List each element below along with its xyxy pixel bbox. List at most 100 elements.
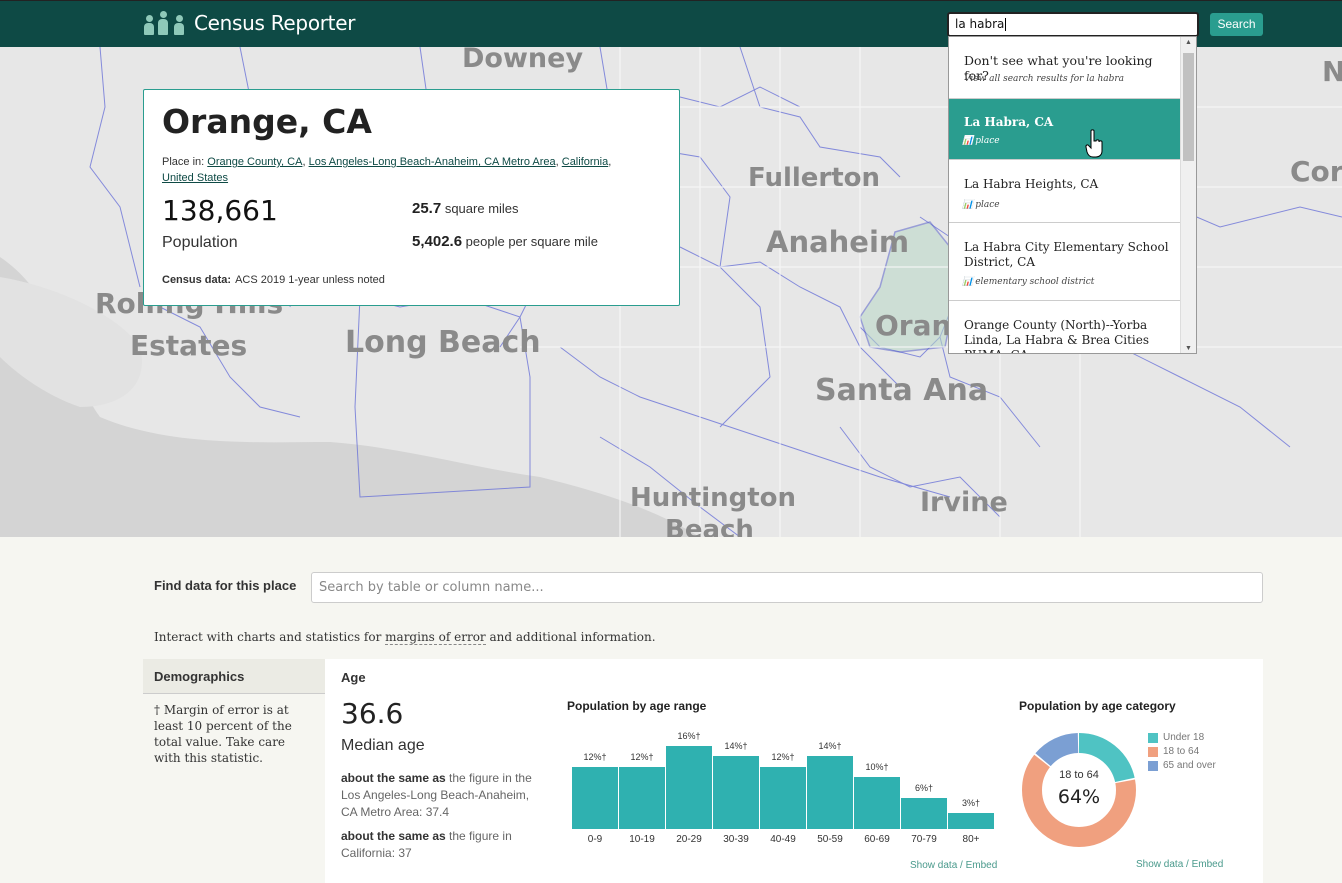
bar-value-label: 12%† bbox=[771, 751, 795, 762]
bar-chart-icon: 📊 bbox=[962, 136, 974, 146]
legend-label: 65 and over bbox=[1163, 760, 1216, 771]
bar-chart-icon: 📊 bbox=[962, 277, 974, 287]
result-type: 📊 place bbox=[962, 136, 1000, 146]
place-in-prefix: Place in: bbox=[162, 156, 205, 168]
map-label-estates: Estates bbox=[130, 329, 248, 362]
top-nav: Census Reporter la habra Search bbox=[0, 0, 1342, 47]
bar-value-label: 14%† bbox=[724, 741, 748, 752]
embed-link[interactable]: Embed bbox=[1191, 859, 1224, 870]
interact-note: Interact with charts and statistics for … bbox=[154, 630, 656, 645]
table-search-input[interactable]: Search by table or column name... bbox=[311, 572, 1263, 603]
link-united-states[interactable]: United States bbox=[162, 172, 229, 184]
result-type: 📊 elementary school district bbox=[962, 277, 1094, 287]
interact-after: and additional information. bbox=[485, 630, 656, 644]
age-bar[interactable] bbox=[666, 746, 712, 829]
section-sidebar: Demographics † Margin of error is at lea… bbox=[143, 659, 325, 883]
bar-value-label: 3%† bbox=[961, 798, 980, 809]
show-data-link[interactable]: Show data bbox=[1136, 859, 1184, 870]
donut-slice[interactable] bbox=[1022, 733, 1136, 847]
result-item[interactable]: Orange County (North)--Yorba Linda, La H… bbox=[949, 301, 1181, 353]
link-metro-area[interactable]: Los Angeles-Long Beach-Anaheim, CA Metro… bbox=[308, 156, 556, 168]
age-bar[interactable] bbox=[572, 766, 618, 829]
link-california[interactable]: California bbox=[561, 156, 609, 168]
find-data-label: Find data for this place bbox=[154, 578, 297, 593]
median-age-value: 36.6 bbox=[341, 697, 404, 730]
age-bar[interactable] bbox=[854, 777, 900, 829]
bar-category-label: 60-69 bbox=[864, 834, 890, 845]
legend-label: 18 to 64 bbox=[1163, 746, 1200, 757]
map-label-santa-ana: Santa Ana bbox=[815, 373, 989, 408]
age-bar[interactable] bbox=[713, 756, 759, 829]
result-item[interactable]: La Habra City Elementary School District… bbox=[949, 223, 1181, 301]
age-bar[interactable] bbox=[901, 797, 947, 829]
age-category-footer: Show data / Embed bbox=[1136, 859, 1223, 870]
bar-value-label: 6%† bbox=[914, 782, 933, 793]
search-button[interactable]: Search bbox=[1210, 13, 1263, 36]
map-label-long-beach: Long Beach bbox=[345, 325, 541, 360]
show-data-link[interactable]: Show data bbox=[910, 860, 958, 871]
profile-card: Orange, CA Place in: Orange County, CA, … bbox=[143, 89, 680, 306]
geo-search-input[interactable]: la habra bbox=[947, 12, 1199, 37]
hand-cursor-icon bbox=[1085, 129, 1103, 158]
link-orange-county[interactable]: Orange County, CA bbox=[207, 156, 303, 168]
scrollbar-thumb[interactable] bbox=[1183, 53, 1194, 161]
age-bar[interactable] bbox=[948, 813, 994, 829]
place-title: Orange, CA bbox=[162, 102, 372, 141]
view-all-results[interactable]: Don't see what you're looking for? View … bbox=[949, 37, 1181, 99]
map-label-fullerton: Fullerton bbox=[748, 163, 881, 193]
scroll-down-icon[interactable]: ▼ bbox=[1185, 345, 1192, 352]
brand-name: Census Reporter bbox=[194, 11, 356, 35]
age-range-chart-title: Population by age range bbox=[567, 699, 707, 713]
age-bar[interactable] bbox=[619, 766, 665, 829]
result-item[interactable]: La Habra Heights, CA 📊 place bbox=[949, 160, 1181, 223]
population-value: 138,661 bbox=[162, 194, 278, 227]
dropdown-scrollbar[interactable]: ▲ ▼ bbox=[1180, 37, 1196, 353]
map-label-anaheim: Anaheim bbox=[766, 225, 910, 259]
census-source: Census data: ACS 2019 1-year unless noted bbox=[162, 274, 385, 286]
link-separator: / bbox=[1186, 859, 1189, 870]
legend-swatch bbox=[1148, 746, 1158, 757]
donut-slice[interactable] bbox=[1022, 733, 1136, 847]
embed-link[interactable]: Embed bbox=[965, 860, 998, 871]
area-label: square miles bbox=[444, 201, 519, 216]
result-type-label: place bbox=[975, 136, 1000, 146]
map-label-huntington: Huntington bbox=[630, 483, 797, 513]
age-panel: Age 36.6 Median age about the same as th… bbox=[325, 659, 1263, 883]
bar-category-label: 0-9 bbox=[587, 834, 603, 845]
link-separator: / bbox=[960, 860, 963, 871]
dagger-mark: † bbox=[154, 703, 160, 717]
bar-category-label: 40-49 bbox=[770, 834, 796, 845]
age-bar[interactable] bbox=[760, 766, 806, 829]
age-range-footer: Show data / Embed bbox=[910, 860, 997, 871]
legend-item: 65 and over bbox=[1148, 760, 1216, 771]
result-title: La Habra Heights, CA bbox=[964, 177, 1099, 191]
legend-swatch bbox=[1148, 732, 1158, 743]
result-type: 📊 place bbox=[962, 200, 1000, 210]
map-canvas bbox=[0, 47, 1342, 537]
dropdown-header-sub: View all search results for la habra bbox=[964, 74, 1125, 84]
bar-category-label: 50-59 bbox=[817, 834, 843, 845]
age-bar[interactable] bbox=[807, 756, 853, 829]
area-value: 25.7 bbox=[412, 200, 442, 217]
donut-center-value: 64% bbox=[1057, 786, 1101, 808]
scroll-up-icon[interactable]: ▲ bbox=[1185, 39, 1192, 46]
brand-logo[interactable]: Census Reporter bbox=[144, 11, 355, 35]
bar-value-label: 10%† bbox=[865, 762, 889, 773]
age-title: Age bbox=[341, 670, 366, 685]
dropdown-header-title: Don't see what you're looking for? bbox=[964, 53, 1153, 83]
population-label: Population bbox=[162, 234, 238, 251]
legend-swatch bbox=[1148, 760, 1158, 771]
density-label: people per square mile bbox=[465, 234, 598, 249]
section-demographics[interactable]: Demographics bbox=[143, 659, 325, 694]
map-label-n: N bbox=[1322, 55, 1342, 88]
census-logo-icon bbox=[144, 11, 188, 35]
result-title: Orange County (North)--Yorba Linda, La H… bbox=[964, 318, 1150, 353]
bar-category-label: 30-39 bbox=[723, 834, 749, 845]
result-item[interactable]: La Habra, CA 📊 place bbox=[949, 99, 1181, 160]
median-age-label: Median age bbox=[341, 737, 425, 754]
density-value: 5,402.6 bbox=[412, 233, 463, 250]
margins-of-error-link[interactable]: margins of error bbox=[385, 630, 486, 645]
search-results-dropdown: Don't see what you're looking for? View … bbox=[948, 36, 1197, 354]
comparison-state-text: the figure in California: 37 bbox=[341, 829, 512, 860]
legend-label: Under 18 bbox=[1163, 732, 1205, 743]
